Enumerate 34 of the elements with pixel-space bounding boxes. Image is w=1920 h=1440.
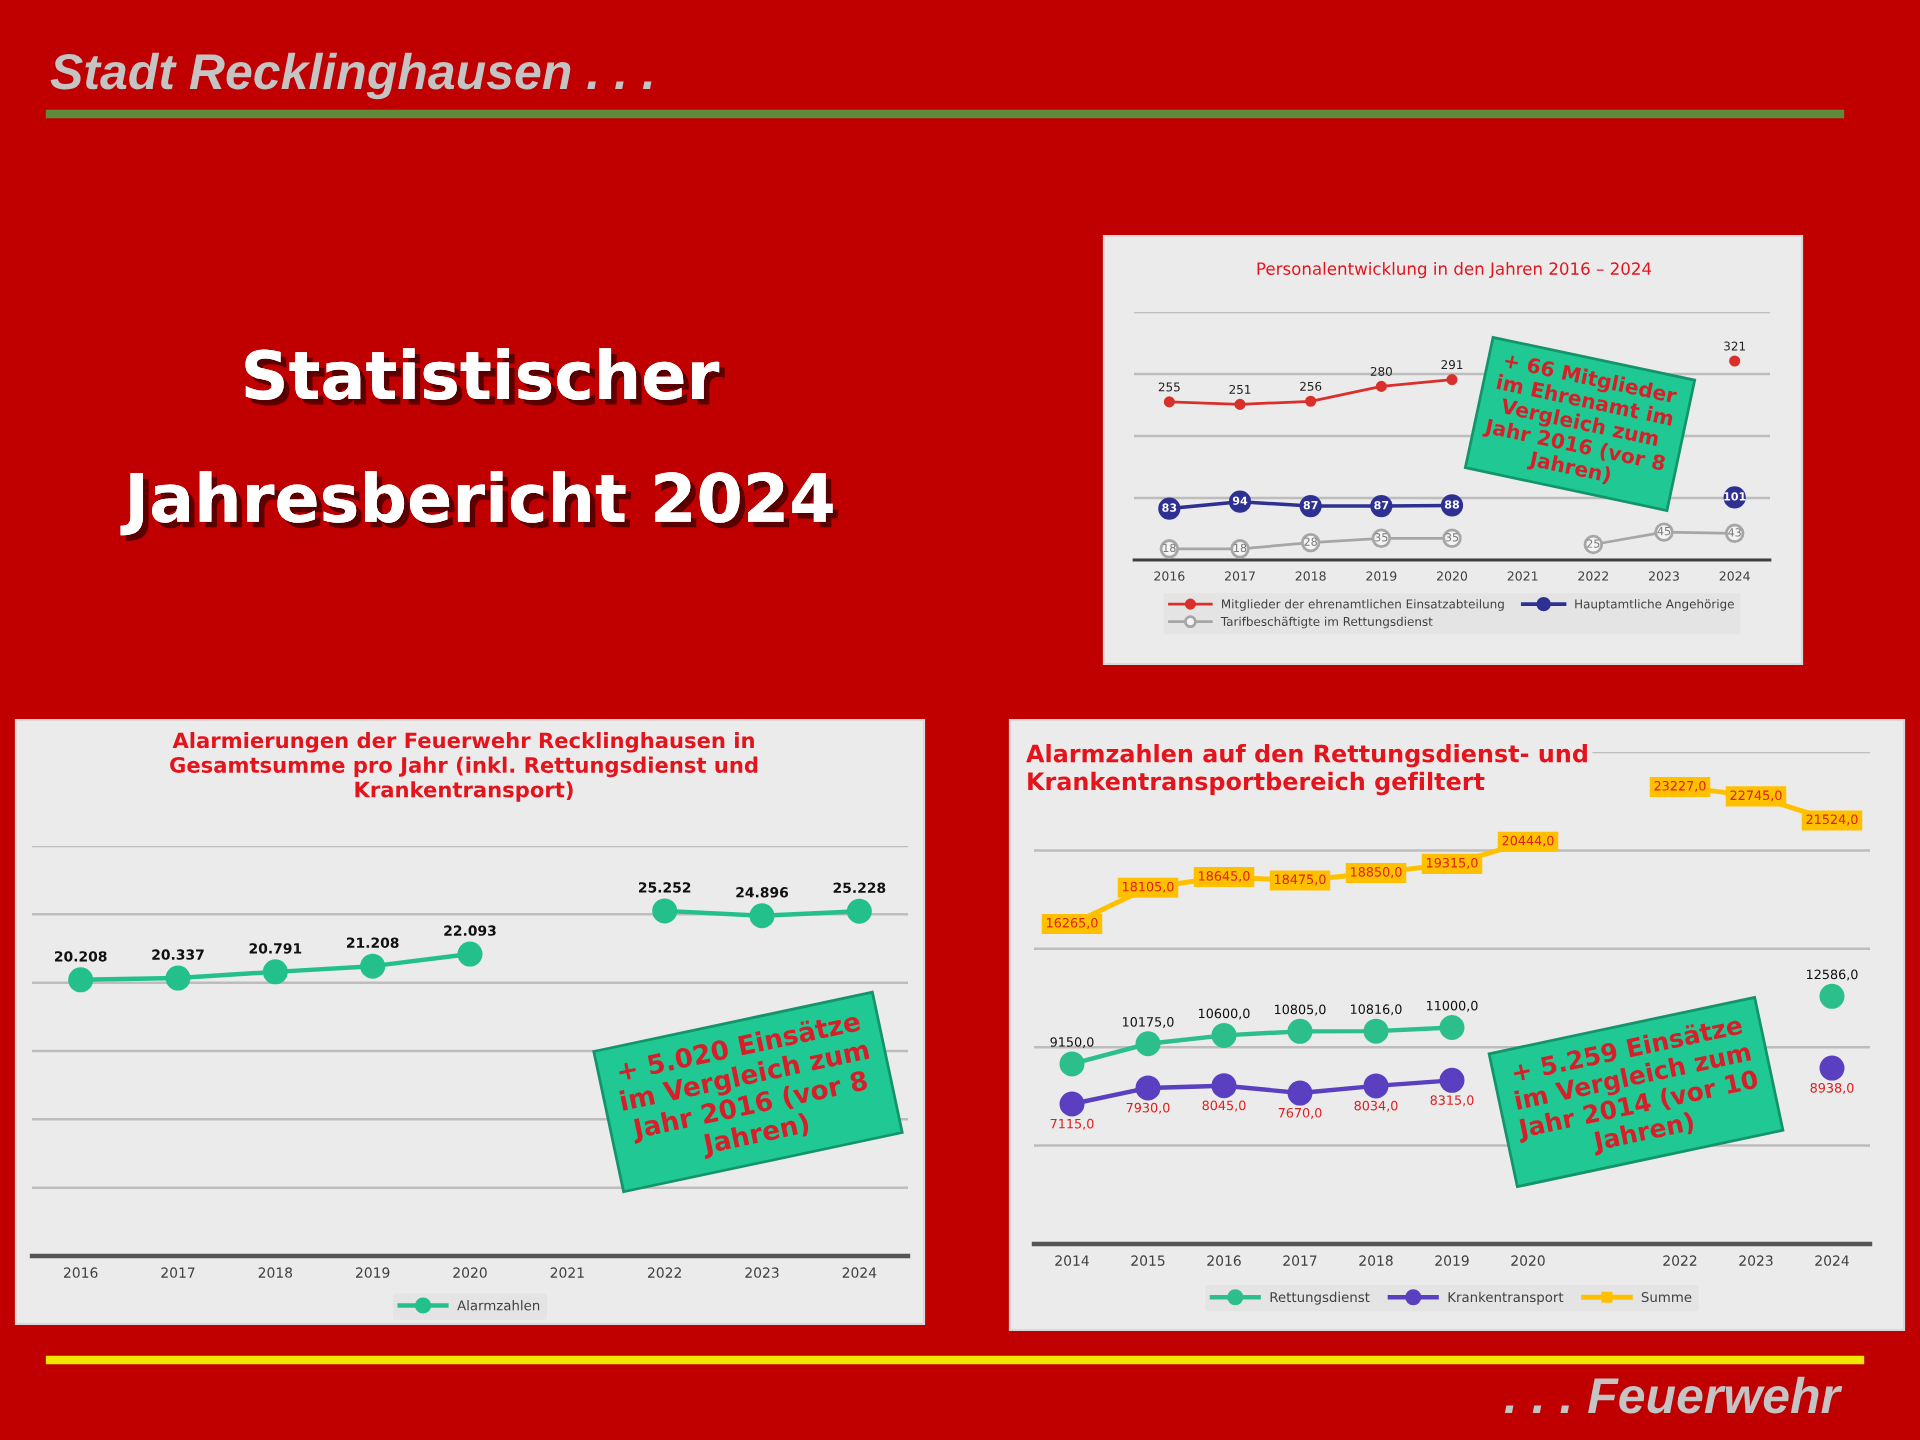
point xyxy=(1363,1018,1389,1044)
point xyxy=(1729,355,1741,367)
point xyxy=(652,898,678,924)
point xyxy=(1819,1055,1845,1081)
point xyxy=(360,953,386,979)
text: . . . Feuerwehr xyxy=(1504,1376,1843,1414)
point xyxy=(1234,398,1246,410)
point xyxy=(1163,396,1175,408)
point xyxy=(846,898,872,924)
chart-title: Alarmzahlen auf den Rettungsdienst- und Krankentransportbereich gefiltert xyxy=(1026,744,1587,796)
point xyxy=(457,941,483,967)
point xyxy=(1375,380,1387,392)
point xyxy=(1135,1075,1161,1101)
chart-title: Alarmierungen der Feuerwehr Recklinghausen in Gesamtsumme pro Jahr (inkl. Rettungsdienst und Krankentransport) xyxy=(170,732,758,802)
point xyxy=(1819,983,1845,1009)
point xyxy=(1439,1067,1465,1093)
point xyxy=(1135,1031,1161,1057)
point xyxy=(1446,374,1458,386)
point xyxy=(749,903,775,929)
text: Statistischer Jahresbericht 2024 xyxy=(120,348,839,541)
point xyxy=(1059,1051,1085,1077)
point xyxy=(1287,1080,1313,1106)
chart-title: Personalentwicklung in den Jahren 2016 – 2024 xyxy=(1257,262,1652,279)
text: Stadt Recklinghausen . . . xyxy=(50,52,652,100)
point xyxy=(1305,395,1317,407)
point xyxy=(1363,1073,1389,1099)
point xyxy=(1211,1022,1237,1048)
point xyxy=(1059,1091,1085,1117)
point xyxy=(262,959,288,985)
point xyxy=(1211,1073,1237,1099)
point xyxy=(165,965,191,991)
point xyxy=(68,967,94,993)
point xyxy=(1439,1015,1465,1041)
point xyxy=(1287,1018,1313,1044)
